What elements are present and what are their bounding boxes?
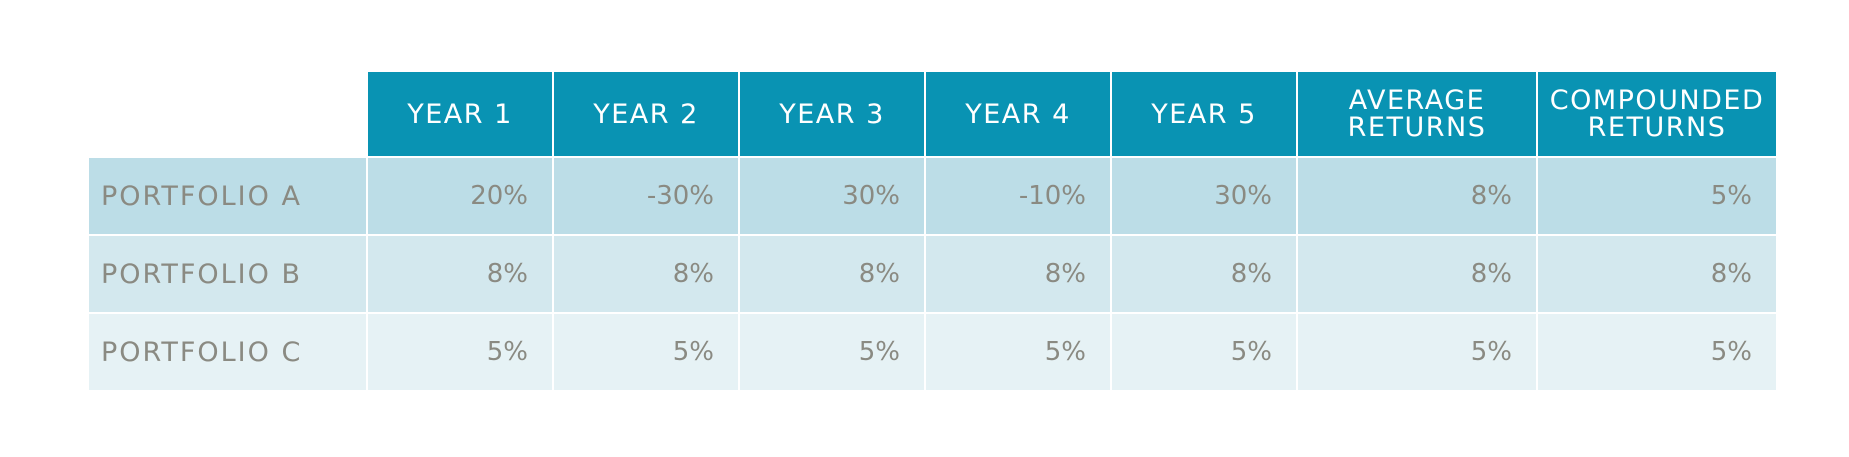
corner-cell [87, 70, 368, 158]
table-cell: 8% [552, 234, 740, 314]
returns-table: YEAR 1 YEAR 2 YEAR 3 YEAR 4 YEAR 5 AVERA… [87, 70, 1778, 392]
column-header-year-2: YEAR 2 [552, 70, 740, 158]
column-header-year-4: YEAR 4 [924, 70, 1112, 158]
table-cell: 5% [1536, 312, 1778, 392]
table-cell: 5% [738, 312, 926, 392]
row-label: PORTFOLIO B [87, 234, 368, 314]
column-header-label-line-1: COMPOUNDED [1549, 85, 1765, 116]
table-cell: 8% [366, 234, 554, 314]
table-cell: 5% [924, 312, 1112, 392]
column-header-label-line-2: RETURNS [1347, 112, 1487, 143]
column-header-label: YEAR 1 [407, 98, 513, 130]
column-header-year-5: YEAR 5 [1110, 70, 1298, 158]
column-header-year-1: YEAR 1 [366, 70, 554, 158]
table-cell: 20% [366, 156, 554, 236]
column-header-label: YEAR 4 [965, 98, 1071, 130]
table-cell: 30% [1110, 156, 1298, 236]
table-cell: 8% [1296, 156, 1538, 236]
column-header-year-3: YEAR 3 [738, 70, 926, 158]
row-label: PORTFOLIO C [87, 312, 368, 392]
table-cell: 5% [1296, 312, 1538, 392]
table-cell: 30% [738, 156, 926, 236]
table-row-portfolio-b: PORTFOLIO B 8% 8% 8% 8% 8% 8% 8% [87, 234, 1778, 314]
table-cell: 8% [1296, 234, 1538, 314]
table-row-portfolio-a: PORTFOLIO A 20% -30% 30% -10% 30% 8% 5% [87, 156, 1778, 236]
table-cell: -30% [552, 156, 740, 236]
table-cell: 8% [1110, 234, 1298, 314]
table-cell: 8% [924, 234, 1112, 314]
table-cell: 5% [552, 312, 740, 392]
column-header-label: YEAR 3 [779, 98, 885, 130]
row-label: PORTFOLIO A [87, 156, 368, 236]
table-cell: 5% [1110, 312, 1298, 392]
header-row: YEAR 1 YEAR 2 YEAR 3 YEAR 4 YEAR 5 AVERA… [87, 70, 1778, 158]
column-header-label: YEAR 5 [1151, 98, 1257, 130]
table-cell: 5% [366, 312, 554, 392]
table-cell: 5% [1536, 156, 1778, 236]
table-cell: -10% [924, 156, 1112, 236]
table-cell: 8% [738, 234, 926, 314]
table-row-portfolio-c: PORTFOLIO C 5% 5% 5% 5% 5% 5% 5% [87, 312, 1778, 392]
column-header-average-returns: AVERAGE RETURNS [1296, 70, 1538, 158]
table-cell: 8% [1536, 234, 1778, 314]
column-header-compounded-returns: COMPOUNDED RETURNS [1536, 70, 1778, 158]
column-header-label-line-1: AVERAGE [1348, 85, 1486, 116]
column-header-label: YEAR 2 [593, 98, 699, 130]
column-header-label-line-2: RETURNS [1587, 112, 1727, 143]
